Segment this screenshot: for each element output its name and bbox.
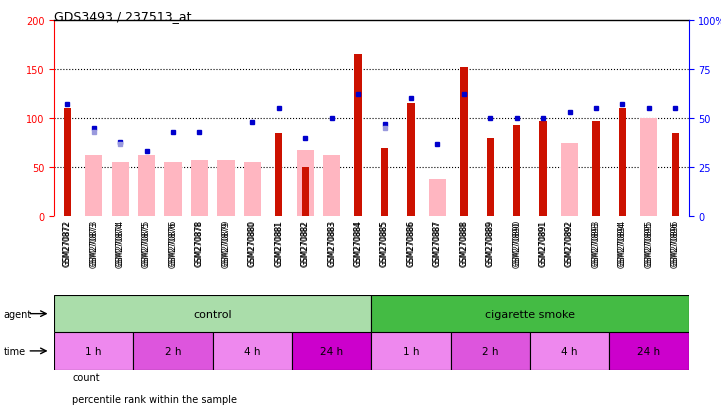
Bar [487,138,494,217]
Text: GSM270886: GSM270886 [407,221,415,267]
Bar [460,68,467,217]
Text: count: count [72,372,99,382]
Bar [54,332,133,370]
Bar [292,332,371,370]
Text: GSM270876: GSM270876 [169,219,177,265]
Bar [640,119,658,217]
Bar [407,104,415,217]
Bar [63,109,71,217]
Text: GSM270893: GSM270893 [591,221,601,267]
Text: 1 h: 1 h [403,346,419,356]
Bar [561,143,578,217]
Text: GSM270891: GSM270891 [539,219,548,265]
Text: 24 h: 24 h [637,346,660,356]
Text: GSM270892: GSM270892 [565,219,574,265]
Text: GSM270872: GSM270872 [63,219,72,265]
Text: GSM270896: GSM270896 [671,221,680,267]
Text: GSM270895: GSM270895 [645,221,653,267]
Bar [112,163,129,217]
Bar [355,55,362,217]
Text: GSM270874: GSM270874 [115,221,125,267]
Bar [539,122,547,217]
Text: GSM270878: GSM270878 [195,219,204,265]
Bar [609,332,689,370]
Text: GSM270880: GSM270880 [248,221,257,267]
Bar [593,122,600,217]
Text: 4 h: 4 h [562,346,578,356]
Text: GSM270873: GSM270873 [89,219,98,265]
Bar [133,332,213,370]
Text: GSM270879: GSM270879 [221,219,231,265]
Bar [244,163,261,217]
Text: GSM270895: GSM270895 [645,219,653,265]
Text: GSM270881: GSM270881 [274,221,283,267]
Text: GSM270896: GSM270896 [671,219,680,265]
Text: GSM270885: GSM270885 [380,219,389,265]
Bar [191,161,208,217]
Text: GSM270872: GSM270872 [63,221,72,267]
Bar [85,156,102,217]
Bar [381,148,388,217]
Text: GSM270890: GSM270890 [512,221,521,267]
Text: GSM270875: GSM270875 [142,221,151,267]
Text: GSM270874: GSM270874 [115,219,125,265]
Text: GSM270889: GSM270889 [486,219,495,265]
Text: GDS3493 / 237513_at: GDS3493 / 237513_at [54,10,192,23]
Text: GSM270883: GSM270883 [327,219,336,265]
Bar [371,295,689,332]
Text: GSM270888: GSM270888 [459,219,469,265]
Text: time: time [4,346,26,356]
Text: agent: agent [4,309,32,319]
Text: GSM270873: GSM270873 [89,221,98,267]
Text: GSM270892: GSM270892 [565,221,574,267]
Bar [323,156,340,217]
Text: GSM270894: GSM270894 [618,221,627,267]
Text: GSM270894: GSM270894 [618,219,627,265]
Text: GSM270878: GSM270878 [195,221,204,267]
Text: percentile rank within the sample: percentile rank within the sample [72,394,237,404]
Bar [513,126,521,217]
Bar [213,332,292,370]
Bar [301,168,309,217]
Text: GSM270887: GSM270887 [433,219,442,265]
Text: 2 h: 2 h [165,346,181,356]
Text: GSM270882: GSM270882 [301,221,310,267]
Text: control: control [193,309,232,319]
Text: GSM270889: GSM270889 [486,221,495,267]
Text: GSM270887: GSM270887 [433,221,442,267]
Text: GSM270884: GSM270884 [353,219,363,265]
Bar [296,151,314,217]
Text: GSM270885: GSM270885 [380,221,389,267]
Bar [275,133,283,217]
Text: GSM270893: GSM270893 [591,219,601,265]
Text: GSM270883: GSM270883 [327,221,336,267]
Text: 1 h: 1 h [86,346,102,356]
Text: GSM270876: GSM270876 [169,221,177,267]
Bar [164,163,182,217]
Text: GSM270886: GSM270886 [407,219,415,265]
Bar [530,332,609,370]
Bar [371,332,451,370]
Bar [451,332,530,370]
Bar [619,109,626,217]
Text: GSM270880: GSM270880 [248,219,257,265]
Bar [54,295,371,332]
Bar [217,161,234,217]
Text: GSM270890: GSM270890 [512,219,521,265]
Text: GSM270888: GSM270888 [459,221,469,267]
Text: 4 h: 4 h [244,346,260,356]
Text: GSM270879: GSM270879 [221,221,231,267]
Text: GSM270891: GSM270891 [539,221,548,267]
Text: GSM270875: GSM270875 [142,219,151,265]
Bar [672,133,679,217]
Text: 2 h: 2 h [482,346,498,356]
Text: cigarette smoke: cigarette smoke [485,309,575,319]
Text: GSM270882: GSM270882 [301,219,310,265]
Text: GSM270881: GSM270881 [274,219,283,265]
Bar [138,156,155,217]
Text: GSM270884: GSM270884 [353,221,363,267]
Text: 24 h: 24 h [320,346,343,356]
Bar [429,180,446,217]
